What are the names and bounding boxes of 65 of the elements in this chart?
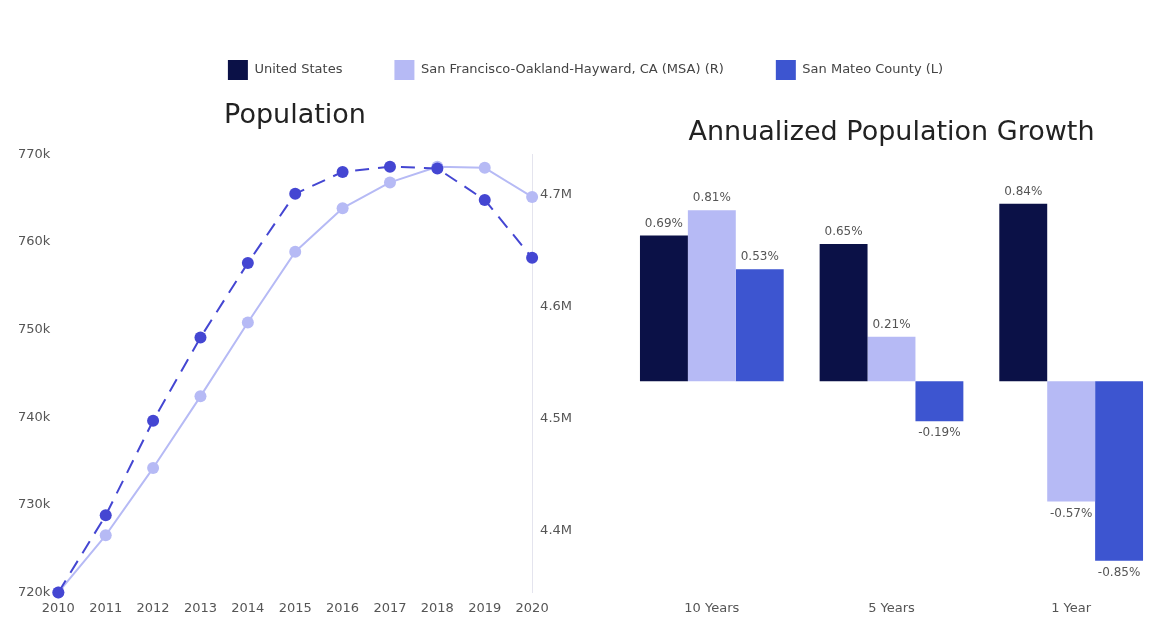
- bar: [819, 243, 868, 382]
- x-tick-label: 2012: [136, 599, 170, 615]
- data-label: 0.81%: [692, 190, 731, 205]
- x-tick-label: 2017: [373, 599, 407, 615]
- point: [383, 160, 396, 173]
- chart-title: Population: [224, 98, 366, 130]
- y-tick-label: 730k: [18, 496, 51, 512]
- legend-label: San Mateo County (L): [802, 61, 944, 77]
- data-label: 0.21%: [872, 316, 911, 331]
- y-tick-label: 750k: [18, 320, 51, 336]
- data-label: -0.57%: [1049, 505, 1093, 520]
- x-tick-label: 2011: [89, 599, 123, 615]
- bar: [687, 210, 736, 382]
- y-tick-label: 760k: [18, 233, 51, 249]
- point: [241, 257, 254, 270]
- bar: [1047, 381, 1096, 502]
- x-tick-label: 2014: [231, 599, 265, 615]
- x-tick-label: 5 Years: [868, 599, 916, 615]
- point: [336, 202, 349, 215]
- x-tick-label: 10 Years: [684, 599, 740, 615]
- point: [478, 193, 491, 206]
- y-tick-label: 720k: [18, 583, 51, 599]
- x-tick-label: 2015: [278, 599, 312, 615]
- chart-title: Annualized Population Growth: [688, 114, 1095, 146]
- point: [526, 251, 539, 264]
- data-label: 0.65%: [824, 224, 863, 239]
- y2-tick-label: 4.4M: [540, 522, 572, 538]
- point: [336, 165, 349, 178]
- bar: [867, 336, 916, 382]
- data-label: 0.69%: [644, 215, 683, 230]
- point: [526, 190, 539, 203]
- data-label: 0.53%: [740, 249, 779, 264]
- y2-tick-label: 4.5M: [540, 410, 572, 426]
- point: [194, 390, 207, 403]
- legend-label: San Francisco-Oakland-Hayward, CA (MSA) (R): [420, 61, 724, 77]
- y-tick-label: 770k: [18, 145, 51, 161]
- point: [289, 245, 302, 258]
- y-tick-label: 740k: [18, 408, 51, 424]
- x-tick-label: 2020: [515, 599, 549, 615]
- bar: [735, 269, 784, 382]
- point: [194, 331, 207, 344]
- bar: [915, 381, 964, 422]
- point: [99, 529, 112, 542]
- bar: [999, 203, 1048, 382]
- y2-tick-label: 4.6M: [540, 298, 572, 314]
- point: [241, 316, 254, 329]
- x-tick-label: 2018: [420, 599, 454, 615]
- point: [383, 176, 396, 189]
- bar: [1095, 381, 1144, 561]
- point: [478, 161, 491, 174]
- point: [147, 414, 160, 427]
- data-label: -0.19%: [918, 425, 961, 440]
- x-tick-label: 2010: [41, 599, 75, 615]
- data-label: -0.85%: [1097, 564, 1141, 579]
- data-label: 0.84%: [1004, 183, 1043, 198]
- point: [147, 462, 160, 475]
- x-tick-label: 2019: [468, 599, 502, 615]
- x-tick-label: 1 Year: [1051, 599, 1092, 615]
- bar: [639, 235, 688, 382]
- legend-label: United States: [254, 61, 343, 77]
- point: [289, 187, 302, 200]
- y2-tick-label: 4.7M: [540, 186, 572, 202]
- x-tick-label: 2016: [326, 599, 360, 615]
- x-tick-label: 2013: [183, 599, 218, 615]
- point: [99, 509, 112, 522]
